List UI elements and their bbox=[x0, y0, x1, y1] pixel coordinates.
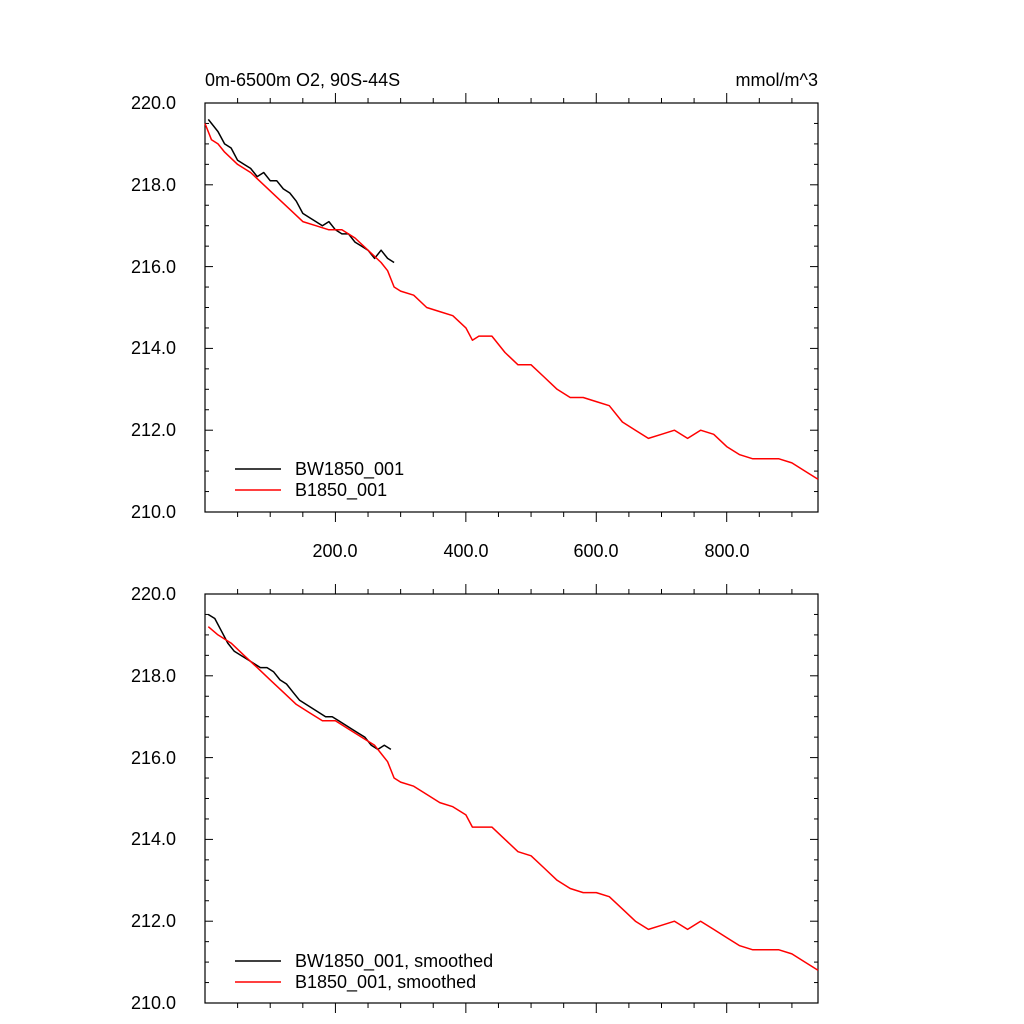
legend: BW1850_001 B1850_001 bbox=[235, 459, 404, 501]
y-tick-label: 220.0 bbox=[131, 93, 176, 113]
series-line-bw1850-001 bbox=[207, 118, 395, 264]
x-tick-label: 400.0 bbox=[443, 541, 488, 561]
series-line-b1850-001 bbox=[204, 123, 819, 480]
axis-ticks bbox=[205, 584, 818, 1013]
y-tick-label: 220.0 bbox=[131, 584, 176, 604]
y-tick-label: 210.0 bbox=[131, 993, 176, 1013]
series-line-b1850-001-smoothed bbox=[207, 626, 819, 971]
y-tick-label: 218.0 bbox=[131, 666, 176, 686]
y-tick-label: 218.0 bbox=[131, 175, 176, 195]
bottom-panel: 220.0 218.0 216.0 214.0 212.0 210.0 BW18… bbox=[131, 584, 819, 1013]
y-tick-label: 210.0 bbox=[131, 502, 176, 522]
units-label: mmol/m^3 bbox=[736, 70, 818, 90]
series-line-bw1850-001-smoothed bbox=[207, 613, 392, 751]
y-tick-label: 212.0 bbox=[131, 420, 176, 440]
y-tick-label: 214.0 bbox=[131, 338, 176, 358]
axis-ticks bbox=[205, 93, 818, 522]
x-tick-label: 600.0 bbox=[573, 541, 618, 561]
plot-series bbox=[207, 613, 819, 971]
legend-label-b1850: B1850_001 bbox=[295, 480, 387, 501]
x-tick-label: 200.0 bbox=[312, 541, 357, 561]
plot-series bbox=[204, 118, 819, 480]
plot-frame-top bbox=[204, 102, 819, 513]
y-tick-label: 216.0 bbox=[131, 748, 176, 768]
legend-label-b1850-smoothed: B1850_001, smoothed bbox=[295, 972, 476, 993]
top-panel: 0m-6500m O2, 90S-44S mmol/m^3 220.0 218.… bbox=[131, 70, 819, 561]
legend-label-bw1850: BW1850_001 bbox=[295, 459, 404, 480]
chart-title: 0m-6500m O2, 90S-44S bbox=[205, 70, 400, 90]
legend-label-bw1850-smoothed: BW1850_001, smoothed bbox=[295, 951, 493, 972]
y-tick-label: 212.0 bbox=[131, 911, 176, 931]
legend: BW1850_001, smoothed B1850_001, smoothed bbox=[235, 951, 493, 993]
y-tick-label: 214.0 bbox=[131, 829, 176, 849]
x-tick-label: 800.0 bbox=[704, 541, 749, 561]
plot-frame-bottom bbox=[204, 593, 819, 1004]
y-tick-label: 216.0 bbox=[131, 257, 176, 277]
